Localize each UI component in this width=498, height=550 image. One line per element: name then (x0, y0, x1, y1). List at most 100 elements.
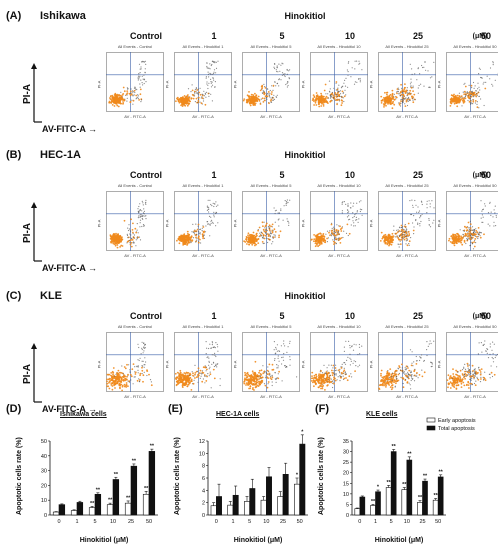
plot-ylabel: PI-A (96, 80, 102, 89)
x-tick-label: 5 (390, 519, 393, 525)
bar-chart: 0 2 4 6 8 10 12 0 1 5 10 25 50 * * (199, 429, 308, 525)
x-tick-label: 1 (75, 519, 78, 525)
bar-chart-xlabel: Hinokitiol (μM) (233, 537, 283, 544)
significance-mark: ** (144, 486, 149, 492)
bar-total-apoptosis (390, 451, 397, 516)
av-fitc-axis-label: AV-FITC-A → (42, 124, 97, 134)
concentration-header: 50 (480, 170, 491, 180)
significance-mark: ** (418, 495, 423, 501)
significance-mark: * (296, 473, 299, 479)
cell-line-name: KLE (40, 290, 62, 302)
av-fitc-axis-label: AV-FITC-A → (42, 404, 97, 414)
y-tick-label: 8 (202, 464, 205, 470)
flow-scatter-plot (446, 52, 498, 112)
x-tick-label: 25 (280, 519, 286, 525)
significance-mark: ** (96, 487, 101, 493)
significance-mark: ** (132, 458, 137, 464)
plot-title: All Events - Hinokitiol 5 (250, 324, 292, 329)
concentration-header: 5 (279, 31, 285, 41)
plot-xlabel: AV - FITC-A (464, 114, 486, 119)
bar-total-apoptosis (282, 473, 289, 516)
plot-title: All Events - Hinokitiol 25 (385, 183, 429, 188)
bar-early-apoptosis (227, 504, 234, 516)
panel-tag: (C) (6, 290, 22, 302)
y-tick-label: 0 (202, 513, 205, 519)
bar-total-apoptosis (112, 479, 120, 516)
y-tick-label: 20 (343, 471, 349, 477)
cell-line-name: HEC-1A (40, 149, 81, 161)
bar-early-apoptosis (354, 508, 361, 516)
x-tick-label: 50 (297, 519, 303, 525)
concentration-header: 1 (211, 170, 217, 180)
plot-xlabel: AV - FITC-A (124, 253, 146, 258)
concentration-header: 10 (344, 31, 355, 41)
plot-ylabel: PI-A (164, 360, 170, 369)
flow-axis-arrows (31, 343, 42, 403)
plot-title: All Events - Hinokitiol 25 (385, 324, 429, 329)
concentration-header: 25 (412, 311, 423, 321)
bar-early-apoptosis (244, 501, 250, 516)
concentration-header: 5 (279, 170, 285, 180)
bar-panel-tag: (F) (315, 403, 330, 415)
bar-chart: 0 10 20 30 40 50 0 1 5 ** ** 10 ** ** 25 ** ** 50 ** ** (41, 439, 158, 525)
flow-axis-arrows (31, 202, 42, 262)
bar-early-apoptosis (210, 505, 217, 516)
significance-mark: ** (387, 480, 392, 486)
bar-total-apoptosis (249, 488, 256, 516)
plot-xlabel: AV - FITC-A (124, 114, 146, 119)
plot-ylabel: PI-A (164, 80, 170, 89)
concentration-header: 5 (279, 311, 285, 321)
bar-early-apoptosis (385, 487, 392, 516)
x-tick-label: 25 (419, 519, 425, 525)
plot-ylabel: PI-A (164, 219, 170, 228)
plot-ylabel: PI-A (96, 219, 102, 228)
concentration-header: 10 (344, 311, 355, 321)
bar-early-apoptosis (370, 505, 376, 516)
panel-tag: (B) (6, 149, 22, 161)
flow-scatter-plot (106, 52, 164, 112)
significance-mark: ** (108, 498, 113, 504)
y-tick-label: 30 (41, 469, 47, 475)
flow-scatter-plot (446, 332, 498, 392)
concentration-header: 25 (412, 170, 423, 180)
concentration-header: 50 (480, 311, 491, 321)
plot-xlabel: AV - FITC-A (464, 394, 486, 399)
y-tick-label: 30 (343, 450, 349, 456)
y-tick-label: 15 (343, 481, 349, 487)
plot-ylabel: PI-A (436, 80, 442, 89)
bar-total-apoptosis (359, 496, 366, 516)
y-tick-label: 12 (199, 439, 205, 445)
flow-scatter-plot (310, 191, 368, 251)
plot-xlabel: AV - FITC-A (328, 114, 350, 119)
significance-mark: ** (423, 474, 428, 480)
cell-line-name: Ishikawa (40, 10, 86, 22)
bar-early-apoptosis (106, 504, 114, 516)
y-tick-label: 6 (202, 476, 205, 482)
x-tick-label: 10 (263, 519, 269, 525)
concentration-header: 1 (211, 311, 217, 321)
bar-total-apoptosis (437, 476, 444, 516)
plot-title: All Events - Hinokitiol 1 (182, 183, 224, 188)
y-tick-label: 25 (343, 460, 349, 466)
bar-chart-title: Ishikawa cells (60, 411, 107, 418)
plot-xlabel: AV - FITC-A (328, 253, 350, 258)
flow-scatter-plot (378, 191, 436, 251)
bar-chart-xlabel: Hinokitiol (μM) (374, 537, 424, 544)
plot-xlabel: AV - FITC-A (396, 394, 418, 399)
plot-title: All Events - Hinokitiol 1 (182, 324, 224, 329)
plot-ylabel: PI-A (232, 219, 238, 228)
concentration-header: 10 (344, 170, 355, 180)
bar-chart-ylabel: Apoptotic cells rate (%) (318, 437, 325, 515)
concentration-header: 25 (412, 31, 423, 41)
plot-title: All Events - Hinokitiol 10 (317, 44, 361, 49)
y-tick-label: 35 (343, 439, 349, 445)
significance-mark: * (377, 485, 380, 491)
plot-ylabel: PI-A (436, 219, 442, 228)
bar-early-apoptosis (260, 499, 267, 516)
flow-scatter-plot (242, 191, 300, 251)
plot-xlabel: AV - FITC-A (396, 114, 418, 119)
plot-title: All Events - Hinokitiol 10 (317, 183, 361, 188)
x-tick-label: 0 (358, 519, 361, 525)
plot-xlabel: AV - FITC-A (260, 394, 282, 399)
flow-scatter-plot (174, 191, 232, 251)
